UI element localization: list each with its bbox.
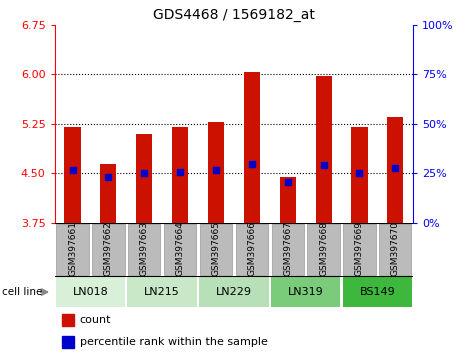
Text: GSM397667: GSM397667 [283,221,292,276]
Bar [65,127,81,223]
Bar [244,72,260,223]
FancyBboxPatch shape [272,224,304,275]
Text: GSM397665: GSM397665 [211,221,220,276]
FancyBboxPatch shape [128,224,161,275]
Text: LN319: LN319 [288,287,323,297]
Text: GSM397666: GSM397666 [247,221,257,276]
Title: GDS4468 / 1569182_at: GDS4468 / 1569182_at [153,8,315,22]
Text: GSM397663: GSM397663 [140,221,149,276]
Text: LN215: LN215 [144,287,180,297]
Bar [136,134,152,223]
Bar [172,127,188,223]
Bar [62,314,75,326]
Bar [352,127,368,223]
Text: GSM397668: GSM397668 [319,221,328,276]
Text: GSM397661: GSM397661 [68,221,77,276]
FancyBboxPatch shape [200,224,232,275]
Text: GSM397670: GSM397670 [391,221,400,276]
FancyBboxPatch shape [92,224,124,275]
FancyBboxPatch shape [307,224,340,275]
FancyBboxPatch shape [164,224,196,275]
FancyBboxPatch shape [199,277,269,307]
Text: LN229: LN229 [216,287,252,297]
Text: BS149: BS149 [360,287,395,297]
Text: percentile rank within the sample: percentile rank within the sample [80,337,267,347]
Text: GSM397662: GSM397662 [104,221,113,276]
FancyBboxPatch shape [127,277,197,307]
Text: LN018: LN018 [73,287,108,297]
FancyBboxPatch shape [236,224,268,275]
Bar [100,164,116,223]
Bar [315,76,332,223]
FancyBboxPatch shape [57,224,89,275]
Text: cell line: cell line [2,287,43,297]
FancyBboxPatch shape [56,277,125,307]
FancyBboxPatch shape [343,224,376,275]
FancyBboxPatch shape [271,277,341,307]
FancyBboxPatch shape [342,277,412,307]
Text: GSM397669: GSM397669 [355,221,364,276]
Bar [280,177,296,223]
Text: count: count [80,315,111,325]
FancyBboxPatch shape [379,224,411,275]
Bar [208,122,224,223]
Bar [387,117,403,223]
Text: GSM397664: GSM397664 [176,221,185,276]
Bar [62,336,75,348]
